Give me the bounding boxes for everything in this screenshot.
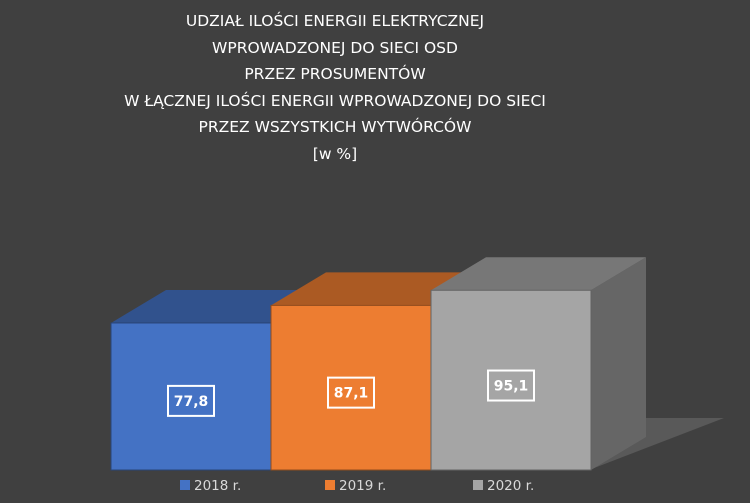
legend: 2018 r. 2019 r. 2020 r.	[180, 478, 534, 494]
chart-title: UDZIAŁ ILOŚCI ENERGII ELEKTRYCZNEJ WPROW…	[0, 8, 670, 167]
bar-top-face	[431, 257, 646, 291]
bar-3: 95,1	[430, 257, 646, 471]
legend-item-3: 2020 r.	[473, 478, 534, 494]
legend-label: 2019 r.	[339, 478, 386, 494]
legend-swatch	[180, 480, 190, 490]
bars-group: 77,8 87,1 95,1	[110, 257, 646, 471]
title-line: WPROWADZONEJ DO SIECI OSD	[212, 38, 458, 57]
legend-label: 2018 r.	[194, 478, 241, 494]
data-label-box	[487, 369, 535, 402]
data-label-box	[327, 376, 375, 409]
data-label: 77,8	[174, 394, 209, 410]
title-line: [w %]	[312, 144, 358, 163]
title-line: PRZEZ PROSUMENTÓW	[244, 65, 426, 83]
title-line: PRZEZ WSZYSTKICH WYTWÓRCÓW	[198, 118, 472, 136]
legend-item-2: 2019 r.	[325, 478, 386, 494]
data-label-box	[167, 384, 215, 417]
data-label: 95,1	[494, 379, 529, 395]
legend-swatch	[325, 480, 335, 490]
title-line: W ŁĄCZNEJ ILOŚCI ENERGII WPROWADZONEJ DO…	[124, 91, 546, 110]
data-label: 87,1	[334, 386, 369, 402]
legend-label: 2020 r.	[487, 478, 534, 494]
bar-side-face	[591, 257, 646, 470]
legend-swatch	[473, 480, 483, 490]
legend-item-1: 2018 r.	[180, 478, 241, 494]
title-line: UDZIAŁ ILOŚCI ENERGII ELEKTRYCZNEJ	[185, 12, 485, 30]
